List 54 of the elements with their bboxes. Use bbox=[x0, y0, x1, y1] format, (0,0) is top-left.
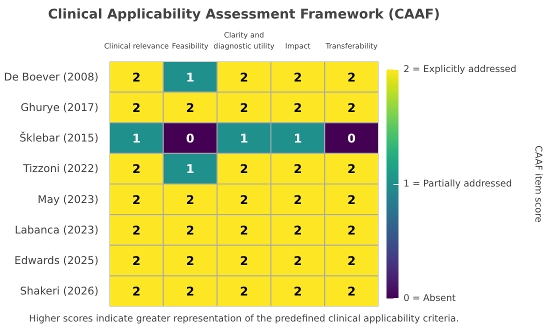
data-label: 2 bbox=[240, 223, 248, 238]
data-label: 0 bbox=[186, 132, 194, 146]
data-label: 2 bbox=[240, 162, 248, 176]
color-bar-label: 1 = Partially addressed bbox=[404, 178, 512, 190]
data-label: 2 bbox=[347, 284, 356, 299]
data-label: 2 bbox=[132, 254, 141, 268]
data-label: 2 bbox=[294, 223, 302, 238]
data-label: 2 bbox=[186, 100, 194, 115]
data-label: 1 bbox=[132, 132, 141, 146]
data-label: 2 bbox=[132, 284, 141, 299]
data-label: 0 bbox=[347, 132, 356, 146]
y-tick-label: De Boever (2008) bbox=[4, 70, 99, 84]
color-bar-label: 2 = Explicitly addressed bbox=[404, 64, 517, 75]
data-label: 2 bbox=[132, 162, 141, 176]
data-label: 2 bbox=[240, 254, 248, 268]
data-label: 2 bbox=[294, 70, 302, 84]
data-label: 2 bbox=[240, 70, 248, 84]
data-label: 2 bbox=[294, 100, 302, 115]
y-tick-label: Šklebar (2015) bbox=[20, 132, 99, 145]
chart-title: Clinical Applicability Assessment Framework (CAAF) bbox=[48, 8, 440, 22]
data-label: 2 bbox=[294, 162, 302, 176]
data-label: 2 bbox=[132, 100, 141, 115]
data-label: 2 bbox=[240, 284, 248, 299]
data-label: 2 bbox=[347, 192, 356, 207]
data-label: 2 bbox=[347, 162, 356, 176]
data-label: 2 bbox=[294, 254, 302, 268]
data-label: 2 bbox=[294, 192, 302, 207]
color-bar-title: CAAF item score bbox=[532, 146, 544, 223]
y-tick-label: Tizzoni (2022) bbox=[22, 162, 99, 176]
data-label: 2 bbox=[132, 192, 141, 207]
data-label: 2 bbox=[186, 223, 194, 238]
data-label: 2 bbox=[347, 100, 356, 115]
text: Higher scores indicate greater representation of the predefined clinical applicability criteria. bbox=[29, 314, 459, 324]
y-tick-label: Ghurye (2017) bbox=[20, 100, 99, 114]
data-label: 2 bbox=[347, 70, 356, 84]
data-label: 2 bbox=[347, 223, 356, 238]
y-tick-label: Edwards (2025) bbox=[14, 254, 99, 268]
data-label: 1 bbox=[186, 162, 194, 176]
data-label: 2 bbox=[347, 254, 356, 268]
data-label: 2 bbox=[240, 100, 248, 115]
data-label: 2 bbox=[240, 192, 248, 207]
data-label: 2 bbox=[132, 70, 141, 84]
data-label: 1 bbox=[240, 132, 248, 146]
y-tick-label: Labanca (2023) bbox=[14, 223, 99, 236]
data-label: 2 bbox=[186, 192, 194, 207]
data-label: 2 bbox=[132, 223, 141, 238]
data-label: 1 bbox=[186, 70, 194, 84]
y-tick-label: Shakeri (2026) bbox=[20, 284, 99, 298]
y-tick-label: May (2023) bbox=[38, 192, 99, 206]
data-label: 2 bbox=[186, 254, 194, 268]
data-label: 2 bbox=[294, 284, 302, 299]
data-label: 1 bbox=[294, 132, 302, 146]
data-label: 2 bbox=[186, 284, 194, 299]
color-bar-label: 0 = Absent bbox=[404, 293, 456, 304]
